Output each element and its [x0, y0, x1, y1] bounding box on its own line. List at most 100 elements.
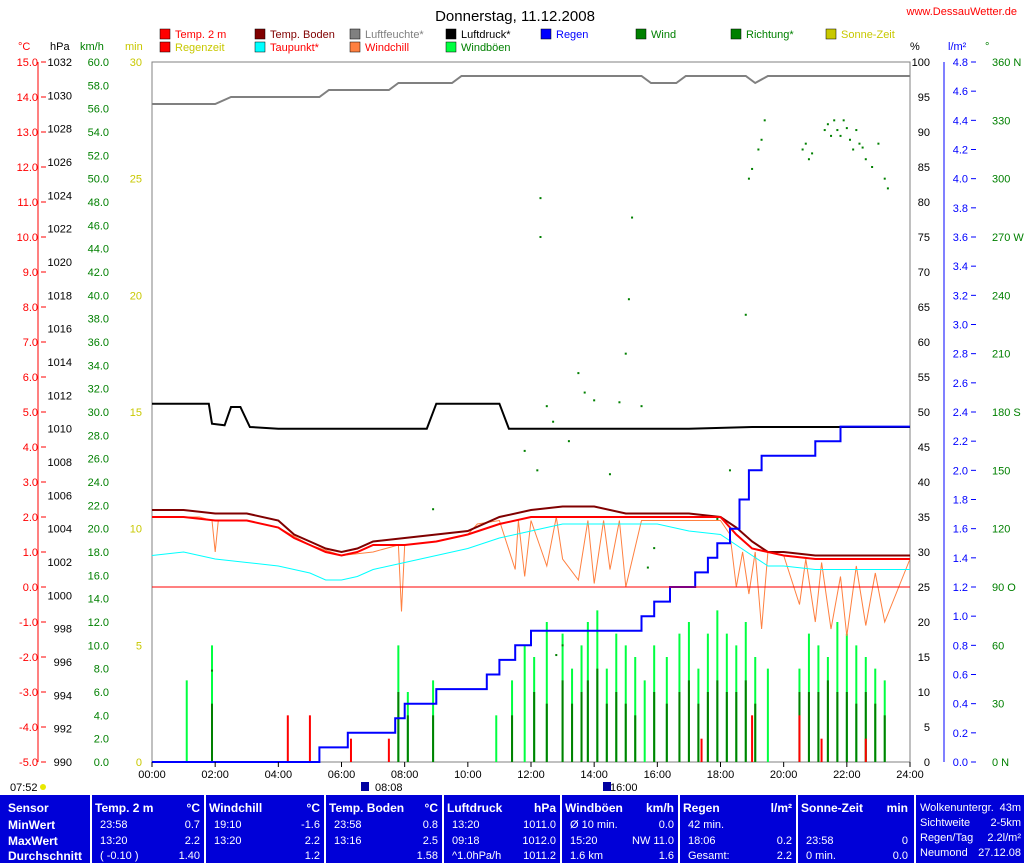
stats-separator — [796, 795, 798, 863]
direction-point — [728, 469, 731, 472]
legend-label: Richtung* — [746, 29, 794, 41]
axis-tick-label: 6.0 — [94, 687, 109, 699]
stats-min-time: 19:10 — [214, 819, 242, 831]
direction-point — [624, 352, 627, 355]
stats-extra-label: Wolkenuntergr. — [920, 802, 994, 814]
direction-point — [552, 420, 555, 423]
stats-extra-value: 2.2l/m² — [987, 832, 1021, 844]
axis-tick-label: 10 — [130, 524, 142, 536]
direction-point — [848, 138, 851, 141]
x-tick-label: 04:00 — [265, 769, 293, 781]
axis-tick-label: 8.0 — [23, 302, 38, 314]
unit-minutes: min — [125, 41, 143, 53]
axis-tick-label: 14.0 — [88, 594, 109, 606]
stats-column-title: Sonne-Zeit — [801, 801, 863, 815]
stats-column-title: Temp. 2 m — [95, 801, 154, 815]
axis-tick-label: 60 — [918, 337, 930, 349]
x-tick-label: 12:00 — [517, 769, 545, 781]
direction-point — [811, 152, 814, 155]
stats-column: Regen l/m² 42 min. 18:06 0.2 Gesamt: 2.2 — [680, 795, 796, 863]
direction-point — [751, 167, 754, 170]
legend-label: Windchill — [365, 42, 409, 54]
direction-point — [852, 148, 855, 151]
stats-column-unit: °C — [306, 801, 320, 815]
stats-extra-value: 27.12.08 — [978, 847, 1021, 859]
legend-swatch — [159, 28, 171, 40]
axis-tick-label: 3.0 — [23, 477, 38, 489]
axis-tick-label: 4.0 — [953, 174, 968, 186]
stats-max-time: 18:06 — [688, 835, 716, 847]
axis-tick-label: 60.0 — [88, 57, 109, 69]
stats-column: Sonne-Zeit min 23:58 0 0 min. 0.0 — [798, 795, 912, 863]
stats-extra-value: 2-5km — [990, 817, 1021, 829]
direction-point — [839, 134, 842, 137]
axis-tick-label: 20 — [130, 290, 142, 302]
direction-point — [567, 440, 570, 443]
axis-tick-label: 85 — [918, 162, 930, 174]
series-line — [152, 402, 910, 430]
direction-point — [801, 148, 804, 151]
direction-point — [864, 158, 867, 161]
unit-labels: °C hPa km/h min % l/m² ° — [18, 41, 989, 53]
legend-swatch — [730, 28, 742, 40]
site-link[interactable]: www.DessauWetter.de — [906, 6, 1017, 18]
direction-point — [871, 166, 874, 168]
axis-tick-label: 1024 — [48, 190, 72, 202]
direction-point — [653, 547, 656, 550]
stats-column-title: Windchill — [209, 801, 263, 815]
stats-separator — [204, 795, 206, 863]
legend-label: Luftdruck* — [461, 29, 511, 41]
stats-separator — [678, 795, 680, 863]
axis-tick-label: 2.0 — [23, 512, 38, 524]
stats-min-time: 23:58 — [334, 819, 362, 831]
stats-row-label: Durchschnitt — [8, 849, 83, 863]
direction-point — [833, 119, 836, 122]
stats-avg-value: 1.6 — [658, 850, 674, 862]
stats-column-title: Temp. Boden — [329, 801, 405, 815]
axis-tick-label: 52.0 — [88, 150, 109, 162]
stats-min-value: 0.7 — [184, 819, 200, 831]
axis-tick-label: 1028 — [48, 124, 72, 136]
stats-column-title: Regen — [683, 801, 720, 815]
x-tick-label: 10:00 — [454, 769, 482, 781]
direction-point — [763, 119, 766, 122]
axis-tick-label: 30 — [130, 57, 142, 69]
unit-humidity: % — [910, 41, 920, 53]
stats-max-value: 2.2 — [184, 835, 200, 847]
plot-frame — [151, 61, 911, 763]
axis-tick-label: 32.0 — [88, 384, 109, 396]
stats-extra-label: Neumond — [920, 847, 968, 859]
axis-tick-label: 1032 — [48, 57, 72, 69]
axis-tick-label: 1008 — [48, 457, 72, 469]
legend-label: Windböen — [461, 42, 511, 54]
axis-tick-label: 1016 — [48, 324, 72, 336]
axis-tick-label: 26.0 — [88, 454, 109, 466]
axis-tick-label: 0 N — [992, 757, 1009, 769]
marker-a-icon — [361, 782, 369, 791]
stats-avg-value: 1011.2 — [523, 850, 556, 862]
axis-tick-label: 5 — [136, 640, 142, 652]
axis-tick-label: 36.0 — [88, 337, 109, 349]
stats-avg-note: ^1.0hPa/h — [452, 850, 502, 862]
unit-direction: ° — [985, 41, 989, 53]
axis-tick-label: 1020 — [48, 257, 72, 269]
stats-avg-value: 0.0 — [892, 850, 908, 862]
direction-point — [716, 517, 719, 520]
axis-tick-label: 56.0 — [88, 104, 109, 116]
direction-point — [807, 158, 810, 161]
direction-point — [823, 129, 826, 132]
axis-tick-label: 2.0 — [953, 465, 968, 477]
stats-extra: Wolkenuntergr. 43m Sichtweite 2-5km Regen/Ta… — [917, 795, 1024, 863]
direction-point — [631, 216, 634, 219]
direction-point — [744, 313, 747, 316]
stats-min-time: 23:58 — [100, 819, 128, 831]
axis-tick-label: 150 — [992, 465, 1010, 477]
direction-point — [804, 142, 807, 145]
legend-swatch — [159, 41, 171, 53]
x-tick-label: 00:00 — [138, 769, 166, 781]
stats-max-time: 15:20 — [570, 835, 598, 847]
stats-separator — [560, 795, 562, 863]
axis-tick-label: 14.0 — [17, 92, 38, 104]
stats-max-value: NW 11.0 — [632, 835, 674, 847]
stats-avg-value: 1.2 — [304, 850, 320, 862]
